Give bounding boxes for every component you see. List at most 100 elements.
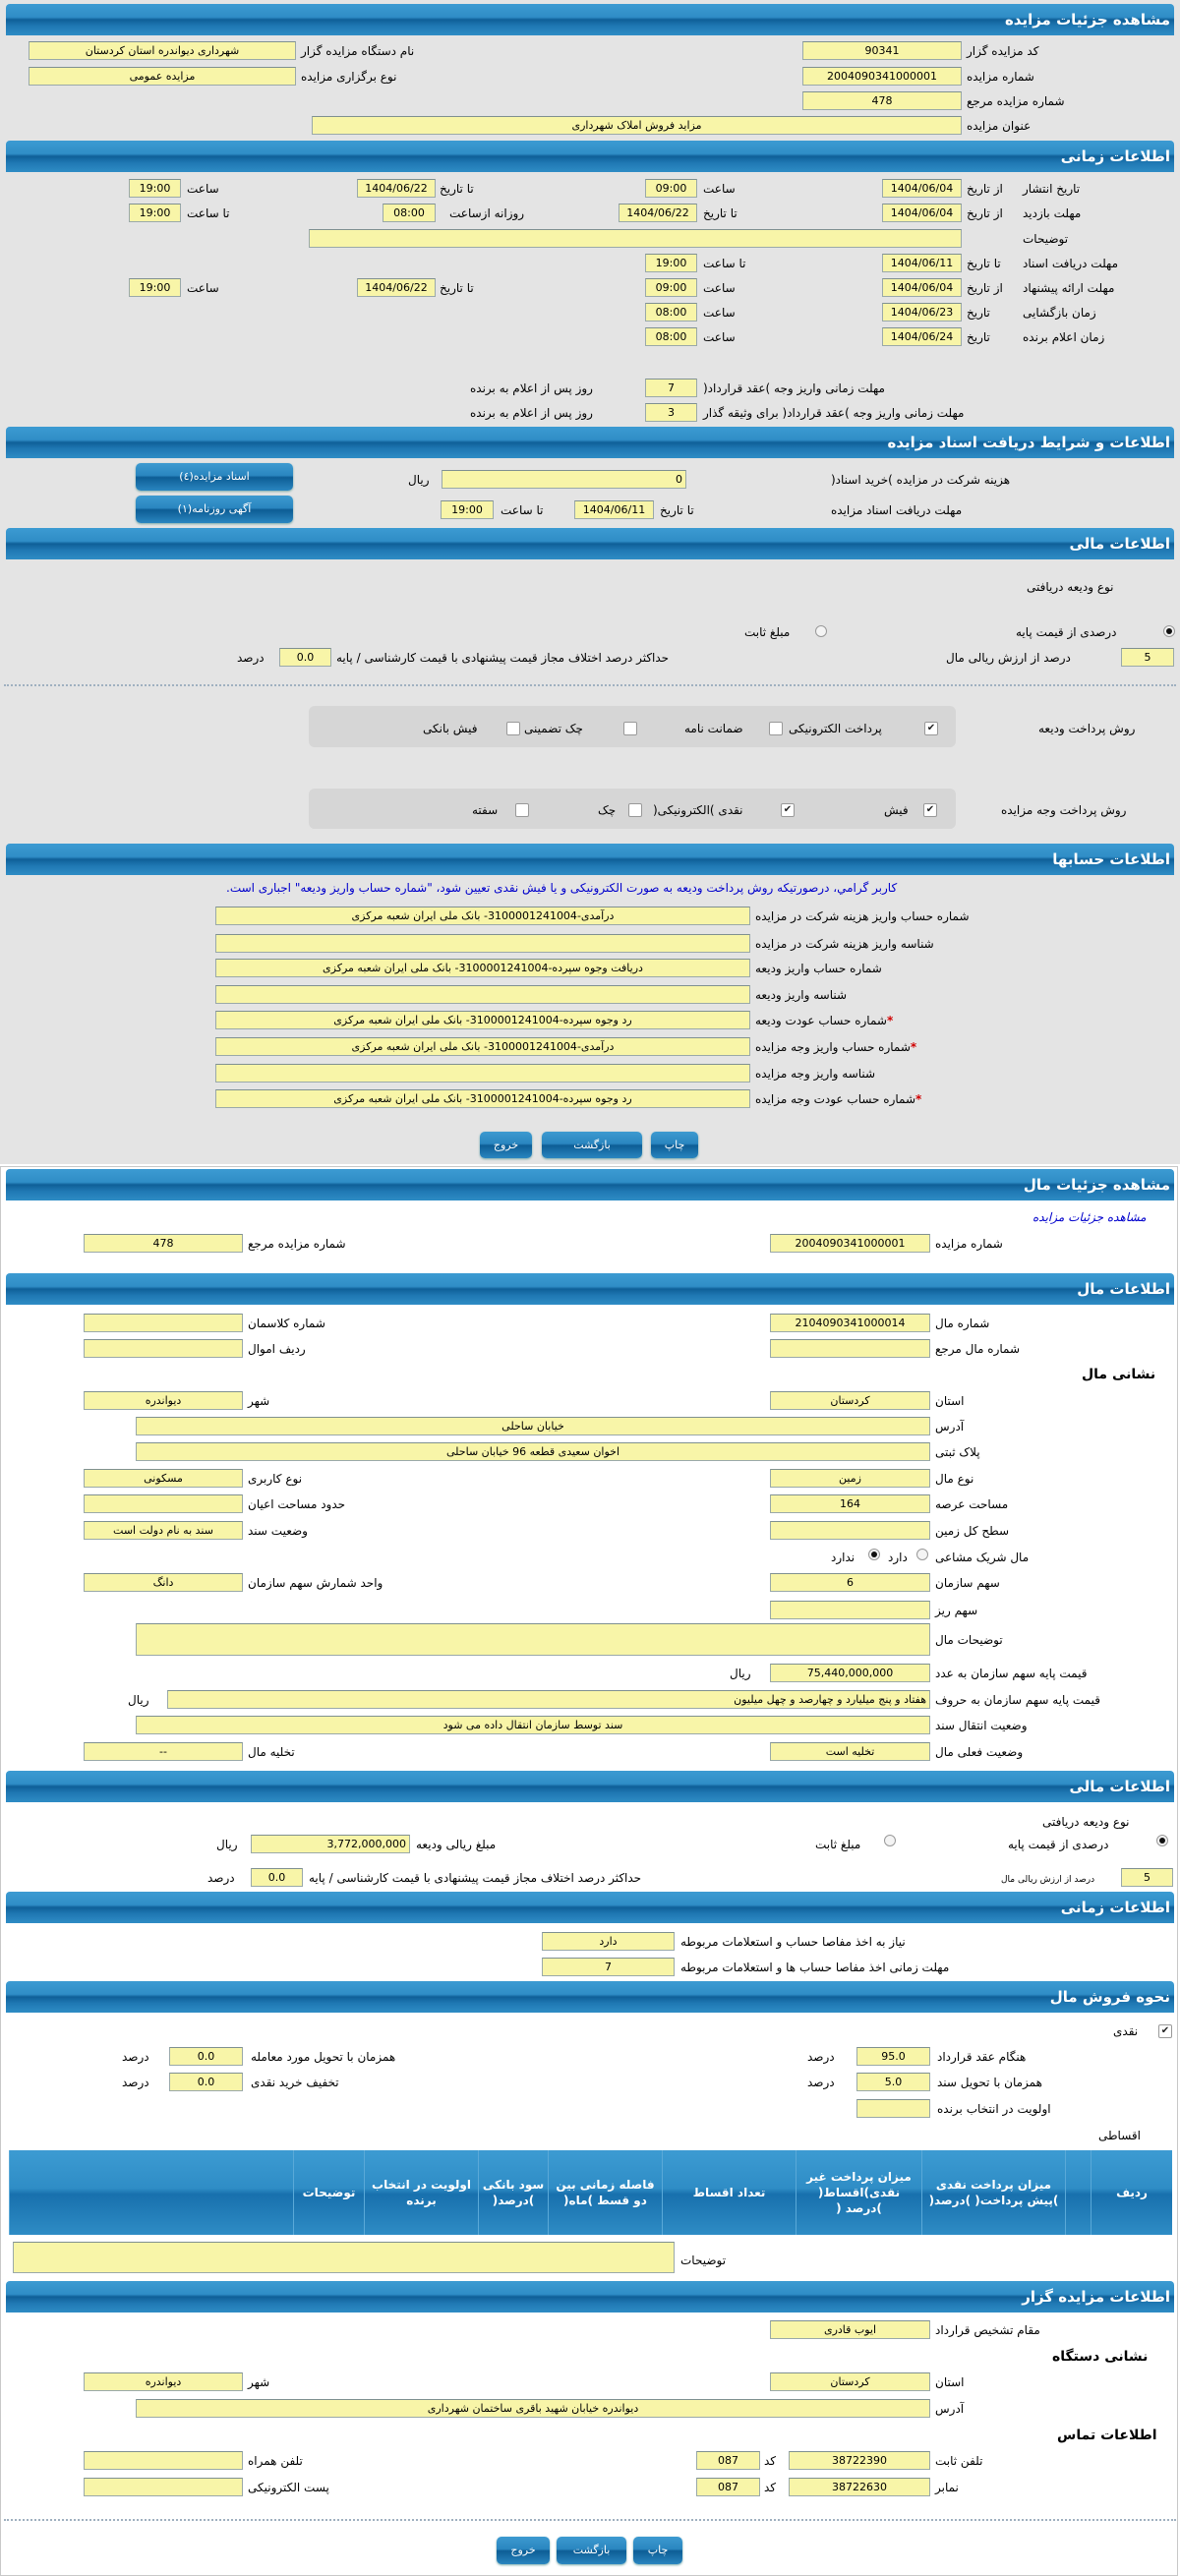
item-number-field[interactable]: 2104090341000014 (770, 1314, 930, 1332)
financial-fixed-selected-radio[interactable] (815, 625, 827, 637)
item-shared-no-selected-radio[interactable] (868, 1549, 880, 1560)
auctioneer-city-field[interactable]: دیواندره (84, 2372, 243, 2391)
auction-org-field[interactable]: شهرداری دیواندره استان کردستان (29, 41, 296, 60)
sale-description-field[interactable] (13, 2242, 675, 2273)
actions-back-button[interactable]: بازگشت (557, 2537, 626, 2564)
item-share-unit-field[interactable]: دانگ (84, 1573, 243, 1592)
item-address-field[interactable]: خیابان ساحلی (136, 1417, 930, 1435)
actions-exit-button[interactable]: خروج (480, 1132, 532, 1158)
auctioneer-address-field[interactable]: دیواندره خیابان شهید باقری ساختمان شهردا… (136, 2399, 930, 2418)
accounts-rows-4-value-field[interactable]: رد وجوه سپرده-3100001241004- بانک ملی ای… (215, 1011, 750, 1029)
accounts-rows-2-value-field[interactable]: دریافت وجوه سپرده-3100001241004- بانک مل… (215, 959, 750, 977)
timing-description-field[interactable] (309, 229, 962, 248)
documents-fee-field[interactable]: 0 (442, 470, 686, 489)
financial-payment-methods-0-checked-checkbox[interactable]: ✔ (923, 803, 937, 817)
documents-to-date-field[interactable]: 1404/06/11 (574, 500, 654, 519)
item-current-status-field[interactable]: تخلیه است (770, 1742, 930, 1761)
item-building-area-field[interactable] (84, 1494, 243, 1513)
item-financial-percent-selected-radio[interactable] (1156, 1835, 1168, 1846)
timing-visit-to-time-field[interactable]: 19:00 (129, 204, 181, 222)
accounts-rows-6-value-field[interactable] (215, 1064, 750, 1083)
auction-ref-field[interactable]: 478 (802, 91, 962, 110)
auctioneer-authority-field[interactable]: ایوب قادری (770, 2320, 930, 2339)
financial-percent-field[interactable]: 5 (1121, 648, 1174, 667)
actions-print-button[interactable]: چاپ (633, 2537, 682, 2564)
timing-docs-deadline-to-date-field[interactable]: 1404/06/11 (882, 254, 962, 272)
item-base-price-words-field[interactable]: هفتاد و پنج میلیارد و چهارصد و چهل میلیو… (167, 1690, 930, 1709)
accounts-rows-7-value-field[interactable]: رد وجوه سپرده-3100001241004- بانک ملی ای… (215, 1089, 750, 1108)
item-base-price-field[interactable]: 75,440,000,000 (770, 1664, 930, 1682)
item-description-field[interactable] (136, 1623, 930, 1656)
timing-visit-daily-from-field[interactable]: 08:00 (383, 204, 436, 222)
accounts-rows-1-value-field[interactable] (215, 934, 750, 953)
financial-deposit-methods-0-checked-checkbox[interactable]: ✔ (924, 722, 938, 735)
item-evacuation-field[interactable]: -- (84, 1742, 243, 1761)
item-asset-row-field[interactable] (84, 1339, 243, 1358)
timing-winner-date-field[interactable]: 1404/06/24 (882, 327, 962, 346)
auctioneer-email-field[interactable] (84, 2478, 243, 2496)
item-financial-fixed-selected-radio[interactable] (884, 1835, 896, 1846)
timing-offer-to-time-field[interactable]: 19:00 (129, 278, 181, 297)
item-classman-field[interactable] (84, 1314, 243, 1332)
financial-payment-methods-1-checked-checkbox[interactable]: ✔ (781, 803, 795, 817)
timing-offer-from-date-field[interactable]: 1404/06/04 (882, 278, 962, 297)
sale-cash-checked-checkbox[interactable]: ✔ (1158, 2024, 1172, 2038)
auctioneer-mobile-field[interactable] (84, 2451, 243, 2470)
financial-payment-methods-2-checked-checkbox[interactable] (628, 803, 642, 817)
timing-publish-to-time-field[interactable]: 19:00 (129, 179, 181, 198)
timing-opening-time-field[interactable]: 08:00 (645, 303, 697, 322)
item-minor-share-field[interactable] (770, 1601, 930, 1619)
item-ref-field[interactable] (770, 1339, 930, 1358)
auctioneer-phone-code-field[interactable]: 087 (696, 2451, 760, 2470)
item-total-land-field[interactable] (770, 1521, 930, 1540)
item-transfer-status-field[interactable]: سند توسط سازمان انتقال داده می شود (136, 1716, 930, 1734)
sale-on-contract-field[interactable]: 95.0 (856, 2047, 930, 2066)
item-type-field[interactable]: زمین (770, 1469, 930, 1488)
financial-percent-selected-radio[interactable] (1163, 625, 1175, 637)
item-city-field[interactable]: دیواندره (84, 1391, 243, 1410)
auction-code-field[interactable]: 90341 (802, 41, 962, 60)
accounts-rows-0-value-field[interactable]: درآمدی-3100001241004- بانک ملی ایران شعب… (215, 907, 750, 925)
auctioneer-phone-field[interactable]: 38722390 (789, 2451, 930, 2470)
auction-number-field[interactable]: 2004090341000001 (802, 67, 962, 86)
auctioneer-fax-field[interactable]: 38722630 (789, 2478, 930, 2496)
item-auction-ref-field[interactable]: 478 (84, 1234, 243, 1253)
item-auction-link-link[interactable]: مشاهده جزئیات مزایده (1032, 1210, 1147, 1224)
documents-ad-button-button[interactable]: آگهی روزنامه(١) (136, 496, 293, 523)
financial-deposit-methods-2-checked-checkbox[interactable] (623, 722, 637, 735)
item-plate-field[interactable]: اخوان سعیدی قطعه 96 خیابان ساحلی (136, 1442, 930, 1461)
timing-payment-deadline-days-field[interactable]: 7 (645, 379, 697, 397)
documents-to-time-field[interactable]: 19:00 (441, 500, 494, 519)
item-financial-max-diff-field[interactable]: 0.0 (251, 1868, 303, 1887)
auction-title-field[interactable]: مزاید فروش املاک شهرداری (312, 116, 962, 135)
timing-collateral-deadline-days-field[interactable]: 3 (645, 403, 697, 422)
item-usage-field[interactable]: مسکونی (84, 1469, 243, 1488)
item-province-field[interactable]: کردستان (770, 1391, 930, 1410)
financial-deposit-methods-1-checked-checkbox[interactable] (769, 722, 783, 735)
actions-exit-button[interactable]: خروج (497, 2537, 550, 2564)
item-timing-clearance-field[interactable]: دارد (542, 1932, 675, 1951)
item-org-share-field[interactable]: 6 (770, 1573, 930, 1592)
item-deed-status-field[interactable]: سند به نام دولت است (84, 1521, 243, 1540)
accounts-rows-5-value-field[interactable]: درآمدی-3100001241004- بانک ملی ایران شعب… (215, 1037, 750, 1056)
timing-offer-to-date-field[interactable]: 1404/06/22 (357, 278, 436, 297)
timing-visit-to-date-field[interactable]: 1404/06/22 (619, 204, 697, 222)
accounts-rows-3-value-field[interactable] (215, 985, 750, 1004)
actions-back-button[interactable]: بازگشت (542, 1132, 642, 1158)
timing-winner-time-field[interactable]: 08:00 (645, 327, 697, 346)
item-shared-yes-selected-radio[interactable] (916, 1549, 928, 1560)
financial-deposit-methods-3-checked-checkbox[interactable] (506, 722, 520, 735)
auction-type-field[interactable]: مزایده عمومی (29, 67, 296, 86)
timing-publish-from-date-field[interactable]: 1404/06/04 (882, 179, 962, 198)
financial-payment-methods-3-checked-checkbox[interactable] (515, 803, 529, 817)
item-financial-deposit-amount-field[interactable]: 3,772,000,000 (251, 1835, 410, 1853)
documents-docs-button-button[interactable]: اسناد مزایده(٤) (136, 463, 293, 491)
actions-print-button[interactable]: چاپ (651, 1132, 698, 1158)
timing-visit-from-date-field[interactable]: 1404/06/04 (882, 204, 962, 222)
item-financial-percent-field[interactable]: 5 (1121, 1868, 1173, 1887)
item-land-area-field[interactable]: 164 (770, 1494, 930, 1513)
timing-opening-date-field[interactable]: 1404/06/23 (882, 303, 962, 322)
timing-publish-to-date-field[interactable]: 1404/06/22 (357, 179, 436, 198)
timing-offer-from-time-field[interactable]: 09:00 (645, 278, 697, 297)
timing-publish-from-time-field[interactable]: 09:00 (645, 179, 697, 198)
